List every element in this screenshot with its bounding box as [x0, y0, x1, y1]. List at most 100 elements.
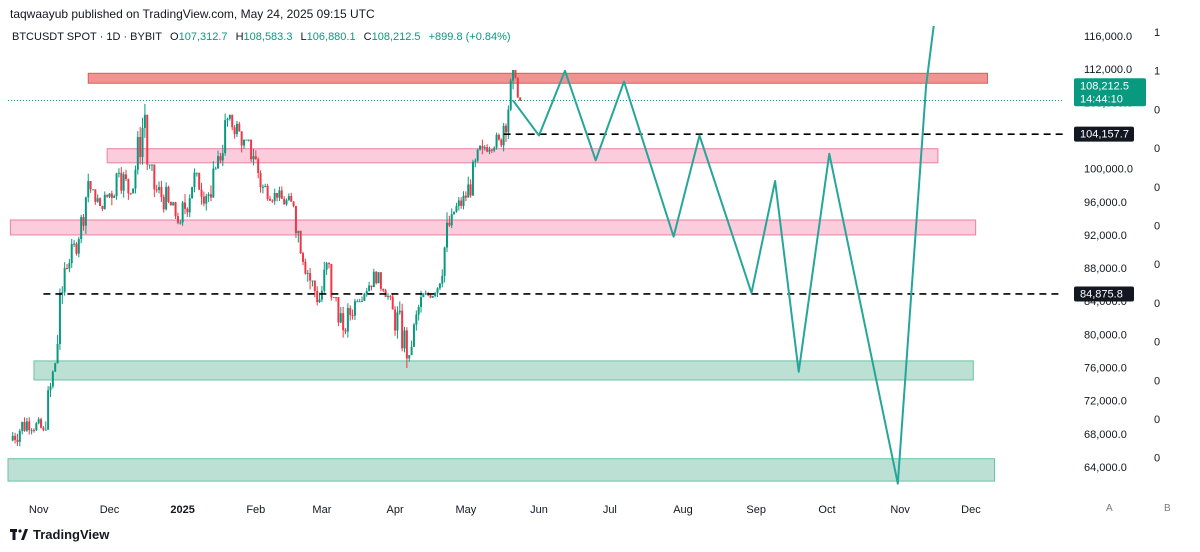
secondary-tick-label: 0 [1154, 337, 1160, 349]
horizontal-levels [43, 133, 1063, 295]
auto-scale-button[interactable]: A [1106, 503, 1113, 514]
x-tick-label: Aug [673, 504, 693, 516]
candle-body [205, 196, 208, 204]
candle-body [231, 114, 234, 128]
candle-body [438, 283, 441, 289]
candle-body [195, 172, 198, 174]
candle-body [127, 179, 130, 194]
price-zones [7, 72, 996, 482]
candle-body [514, 69, 517, 78]
candle-body [129, 193, 132, 195]
y-tick-label: 96,000.0 [1084, 197, 1127, 209]
candle-body [113, 195, 116, 198]
candle-body [313, 280, 316, 292]
low-label: L [300, 31, 307, 43]
candle-body [141, 127, 144, 157]
candle-body [337, 297, 340, 323]
candle-body [445, 222, 448, 248]
candle-body [412, 324, 415, 347]
candle-body [202, 196, 205, 204]
x-tick-label: 2025 [170, 504, 194, 516]
candle-body [49, 386, 52, 391]
candle-body [318, 299, 321, 303]
candle-body [453, 211, 456, 215]
candle-body [467, 184, 470, 198]
candle-body [342, 313, 345, 331]
candle-body [233, 127, 236, 135]
candle-body [396, 312, 399, 331]
candle-body [252, 156, 255, 160]
candle-body [361, 300, 364, 302]
candle-body [240, 131, 243, 146]
candle-body [493, 147, 496, 151]
tradingview-logo-icon [10, 529, 28, 540]
candle-body [457, 200, 460, 207]
candle-body [332, 297, 335, 299]
y-tick-label: 100,000.0 [1084, 164, 1133, 176]
candle-body [42, 427, 45, 430]
candle-body [379, 272, 382, 289]
time-axis[interactable]: Nov Dec 2025 Feb Mar Apr May Jun Jul Aug Sep Oct Nov… [29, 504, 981, 516]
high-label: H [235, 31, 244, 43]
candle-body [99, 198, 102, 206]
candle-body [82, 217, 85, 226]
symbol-legend: BTCUSDT SPOT · 1D · BYBIT O107,312.7 H10… [12, 31, 511, 43]
candle-body [302, 253, 305, 262]
x-tick-label: Sep [746, 504, 766, 516]
last-price-tag: 108,212.5 14:44:10 [1074, 78, 1146, 107]
candle-body [346, 308, 349, 332]
y-tick-label: 64,000.0 [1084, 462, 1127, 474]
candle-body [224, 120, 227, 154]
candle-body [122, 174, 125, 191]
candle-body [28, 421, 31, 431]
x-tick-label: Jun [530, 504, 548, 516]
y-tick-label: 72,000.0 [1084, 396, 1127, 408]
candle-body [401, 310, 404, 349]
candle-body [40, 419, 43, 428]
candle-body [429, 295, 432, 298]
candle-body [235, 123, 238, 135]
candle-body [408, 355, 411, 359]
candle-body [500, 139, 503, 146]
secondary-tick-label: 0 [1154, 453, 1160, 465]
candle-body [339, 313, 342, 323]
candle-body [188, 198, 191, 213]
candle-body [431, 296, 434, 298]
candle-body [153, 164, 156, 190]
candle-body [217, 156, 220, 169]
candle-body [11, 435, 14, 441]
candle-body [179, 222, 182, 224]
secondary-tick-label: 0 [1154, 298, 1160, 310]
open-value: 107,312.7 [178, 31, 228, 43]
candle-body [481, 146, 484, 148]
y-tick-label: 116,000.0 [1084, 31, 1132, 43]
candle-body [226, 118, 229, 121]
candle-body [316, 291, 319, 303]
candle-body [207, 194, 210, 197]
last-price-value: 108,212.5 [1080, 80, 1129, 92]
candle-body [266, 185, 269, 199]
secondary-tick-label: 1 [1154, 27, 1160, 39]
candle-body [455, 206, 458, 212]
candle-body [108, 193, 111, 197]
secondary-tick-label: 0 [1154, 104, 1160, 116]
candle-body [61, 292, 64, 294]
candle-body [75, 243, 78, 254]
tradingview-brand[interactable]: TradingView [10, 527, 109, 542]
price-zone [7, 458, 996, 482]
candle-body [327, 263, 330, 265]
candle-body [417, 306, 420, 315]
candle-body [77, 239, 80, 254]
symbol-name[interactable]: BTCUSDT SPOT · 1D · BYBIT [12, 31, 162, 43]
secondary-axis: 1 1 0 0 0 0 0 0 0 0 0 0 [1154, 27, 1160, 465]
candle-body [450, 214, 453, 226]
candle-body [422, 294, 425, 298]
candle-body [155, 189, 158, 191]
open-label: O [170, 31, 179, 43]
candle-body [198, 172, 201, 190]
log-scale-button[interactable]: B [1164, 503, 1171, 514]
candle-body [18, 430, 21, 442]
candle-body [516, 77, 519, 98]
candle-body [23, 422, 26, 431]
